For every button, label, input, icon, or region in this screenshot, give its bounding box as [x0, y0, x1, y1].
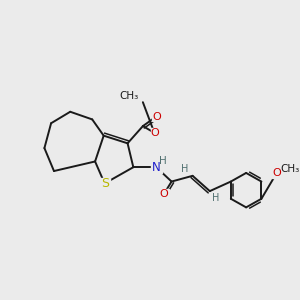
Bar [99, 178, 110, 189]
Bar [151, 161, 162, 173]
Bar [112, 91, 141, 100]
Text: O: O [160, 189, 168, 199]
Bar [152, 112, 164, 121]
Bar [151, 128, 162, 138]
Text: H: H [159, 155, 167, 166]
Text: H: H [181, 164, 189, 174]
Text: O: O [272, 168, 281, 178]
Text: H: H [212, 193, 219, 203]
Bar [159, 189, 169, 199]
Text: CH₃: CH₃ [280, 164, 300, 174]
Bar [272, 168, 281, 178]
Text: N: N [152, 161, 161, 174]
Text: O: O [150, 128, 159, 138]
Text: S: S [100, 177, 109, 190]
Text: CH₃: CH₃ [119, 91, 138, 100]
Text: O: O [152, 112, 161, 122]
